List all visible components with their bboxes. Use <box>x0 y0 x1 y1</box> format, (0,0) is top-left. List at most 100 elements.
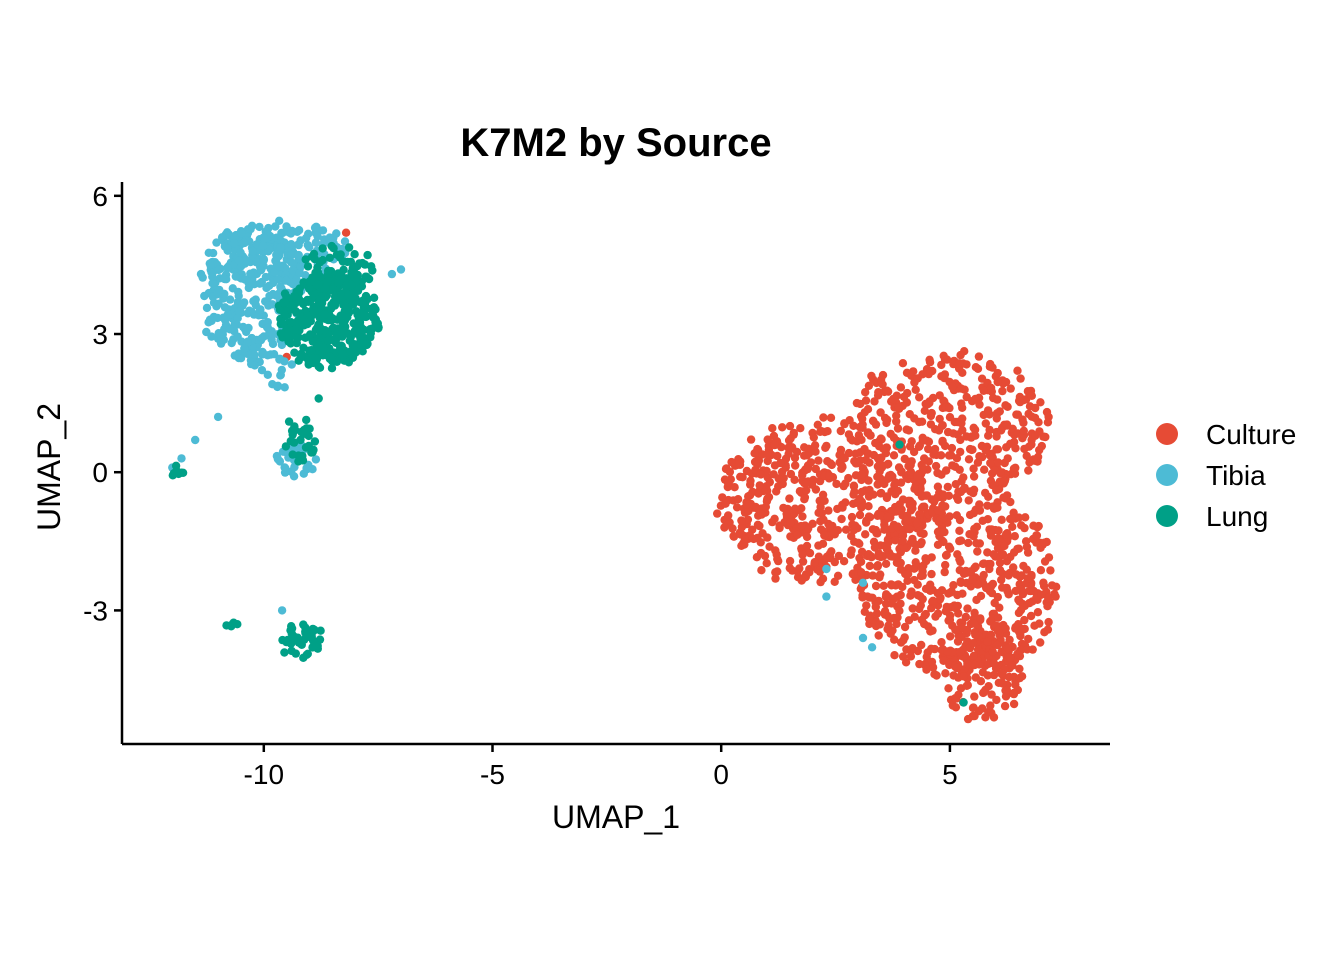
data-point <box>995 603 1004 612</box>
data-point <box>1016 605 1026 615</box>
data-point <box>763 449 772 459</box>
data-point <box>308 643 317 652</box>
data-point <box>900 622 910 632</box>
data-point <box>332 229 341 238</box>
data-point <box>234 291 243 301</box>
data-point <box>877 435 886 444</box>
data-point <box>968 575 977 584</box>
data-point <box>257 334 266 343</box>
data-point <box>951 480 960 489</box>
data-point <box>1009 548 1019 557</box>
data-point <box>908 504 917 513</box>
data-point <box>763 435 772 444</box>
data-point <box>957 623 967 632</box>
data-point <box>282 222 291 231</box>
data-point <box>273 454 283 464</box>
data-point <box>720 523 729 532</box>
data-point <box>996 426 1006 435</box>
data-point <box>1004 571 1013 580</box>
data-point <box>358 296 367 305</box>
data-point <box>971 431 980 440</box>
data-point <box>276 282 285 292</box>
data-point <box>986 458 995 468</box>
data-point <box>1040 557 1050 566</box>
data-point <box>344 243 354 252</box>
data-point <box>913 374 922 383</box>
data-point <box>941 607 950 616</box>
data-point <box>765 477 774 487</box>
legend-key-culture <box>1156 423 1178 445</box>
data-point <box>271 222 280 231</box>
data-point <box>954 359 964 368</box>
data-point <box>904 616 914 625</box>
data-point <box>307 448 316 457</box>
data-point <box>858 593 867 602</box>
data-point <box>280 383 289 392</box>
data-point <box>892 411 901 420</box>
data-point <box>952 511 961 520</box>
data-point <box>1043 602 1052 611</box>
data-point <box>305 424 314 433</box>
data-point <box>918 436 928 445</box>
data-point <box>861 388 870 397</box>
data-point <box>1019 418 1028 427</box>
data-point <box>959 672 968 681</box>
data-point <box>713 509 722 518</box>
data-point <box>310 437 320 446</box>
data-point <box>847 512 857 522</box>
data-point <box>1036 566 1046 575</box>
data-point <box>1043 418 1053 427</box>
axes: -10 -5 0 5 -3 0 3 6 <box>83 181 1110 790</box>
data-point <box>1013 366 1022 375</box>
data-point <box>191 435 200 445</box>
data-point <box>824 506 833 515</box>
data-point <box>949 581 958 590</box>
data-point <box>903 515 912 525</box>
data-point <box>302 233 311 243</box>
data-point <box>1002 685 1011 695</box>
data-point <box>250 361 259 370</box>
data-point <box>922 665 931 674</box>
data-point <box>318 244 327 253</box>
data-point <box>281 276 291 285</box>
data-point <box>905 525 914 534</box>
data-point <box>973 580 982 589</box>
data-point <box>1002 557 1012 566</box>
data-point <box>908 604 917 613</box>
data-point <box>233 332 242 341</box>
data-point <box>847 546 856 555</box>
data-point <box>930 444 940 454</box>
data-point <box>1032 531 1042 540</box>
data-point <box>311 238 321 247</box>
data-point <box>971 363 981 372</box>
data-point <box>1025 598 1034 608</box>
data-point <box>763 456 772 466</box>
data-point <box>280 309 289 318</box>
data-point <box>1006 439 1015 448</box>
data-point <box>306 316 315 326</box>
data-point <box>906 467 916 476</box>
data-point <box>752 503 761 513</box>
data-point <box>867 371 876 381</box>
data-point <box>797 576 806 585</box>
data-point <box>865 593 875 602</box>
data-point <box>955 536 964 546</box>
data-point <box>270 268 279 277</box>
data-point <box>944 451 954 460</box>
data-point <box>892 619 901 629</box>
data-point <box>993 458 1003 467</box>
data-point <box>302 463 311 473</box>
data-point <box>746 435 756 444</box>
legend-key-lung <box>1156 505 1178 527</box>
data-point <box>969 651 978 660</box>
data-point <box>755 521 764 531</box>
data-point <box>724 511 733 520</box>
data-point <box>228 619 237 629</box>
data-point <box>951 703 961 712</box>
x-tick-label: 5 <box>942 759 958 790</box>
data-point <box>292 333 301 343</box>
data-point <box>950 694 960 703</box>
data-point <box>945 615 955 625</box>
data-point <box>304 431 313 441</box>
data-point <box>866 431 875 440</box>
